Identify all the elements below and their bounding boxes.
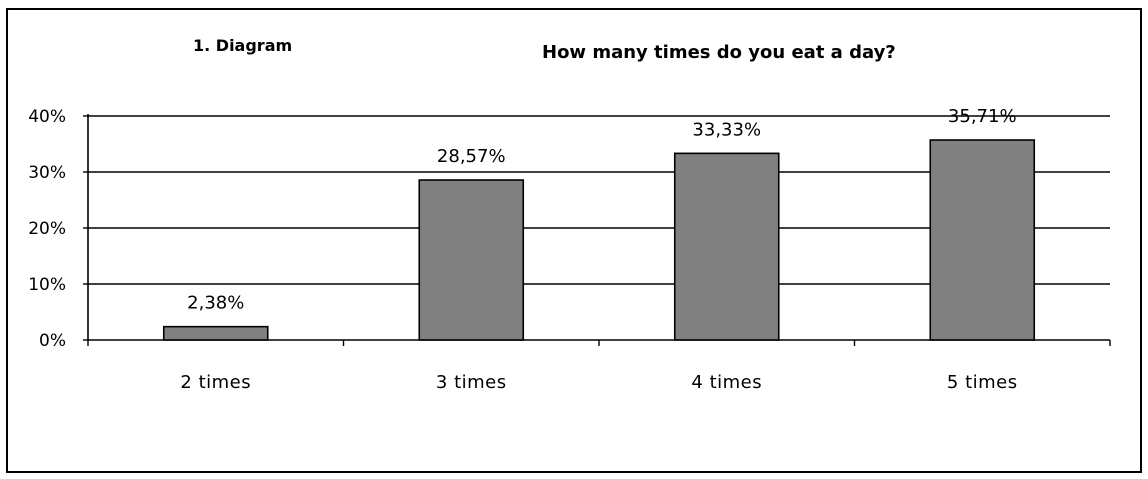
y-tick-label: 40%: [28, 107, 66, 127]
data-label: 28,57%: [437, 146, 506, 167]
chart-title: How many times do you eat a day?: [542, 42, 896, 63]
data-label: 35,71%: [948, 106, 1017, 127]
x-category-label: 2 times: [180, 372, 251, 393]
x-category-label: 3 times: [436, 372, 507, 393]
bar: [673, 152, 780, 341]
data-label: 2,38%: [187, 293, 244, 314]
x-category-label: 5 times: [947, 372, 1018, 393]
bar: [162, 325, 269, 341]
y-tick-label: 10%: [28, 275, 66, 295]
data-label: 33,33%: [692, 119, 761, 140]
y-tick-label: 30%: [28, 163, 66, 183]
figure-label: 1. Diagram: [193, 36, 293, 55]
labels: 0% 10% 20% 30% 40% 2,38% 2 times 28,57% 3 times 3…: [28, 106, 1017, 393]
x-category-label: 4 times: [691, 372, 762, 393]
bar: [418, 179, 525, 341]
y-tick-label: 20%: [28, 219, 66, 239]
bars: [162, 139, 1036, 341]
y-tick-label: 0%: [39, 331, 66, 351]
bar: [929, 139, 1036, 341]
